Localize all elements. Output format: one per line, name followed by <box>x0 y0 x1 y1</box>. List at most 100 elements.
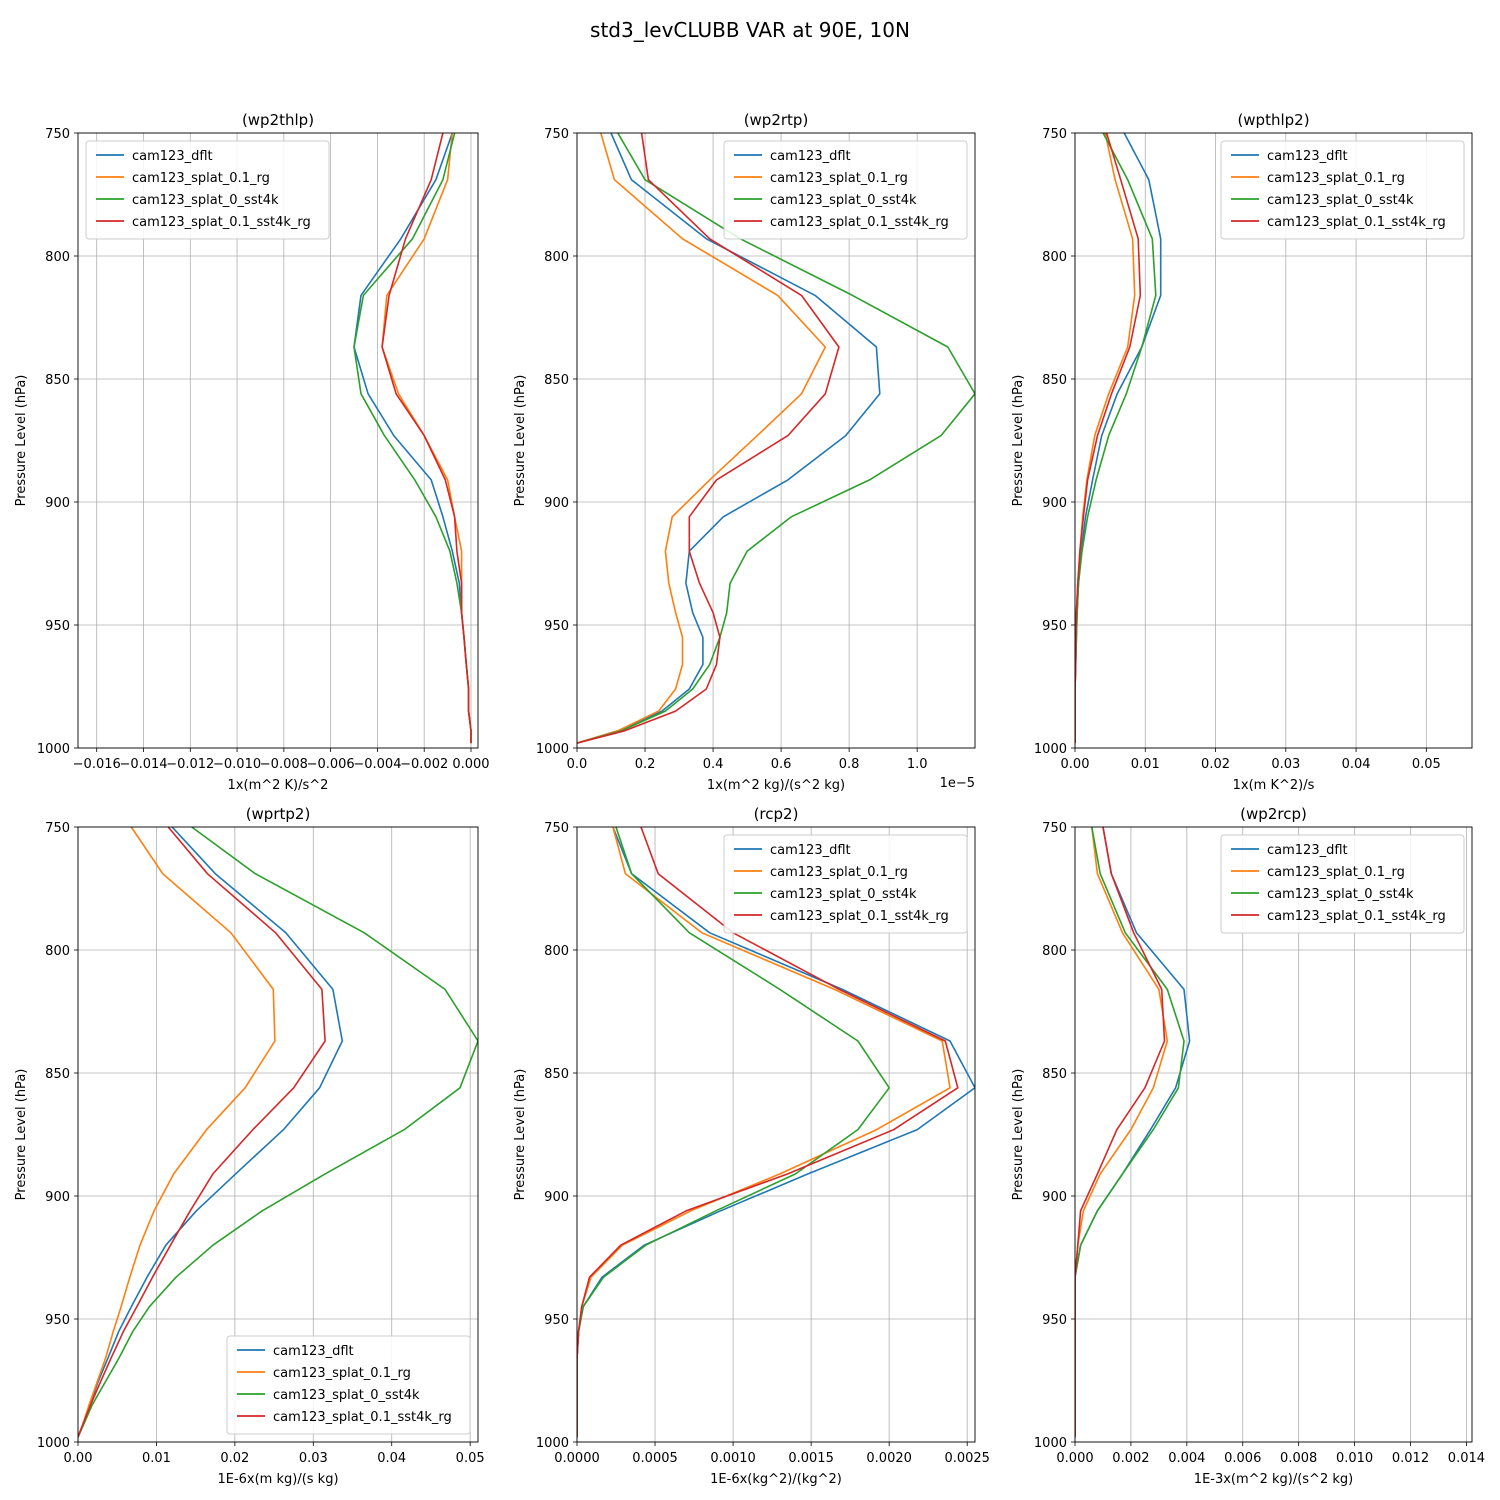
subplot-title: (wpthlp2) <box>1237 111 1309 129</box>
x-tick-label: 0.02 <box>1201 757 1230 772</box>
subplot-title: (wp2rtp) <box>744 111 809 129</box>
x-tick-label: 0.008 <box>1280 1451 1317 1466</box>
x-tick-label: 1.0 <box>907 757 928 772</box>
legend: cam123_dflt cam123_splat_0.1_rg cam123_spl… <box>723 834 968 934</box>
legend-entry: cam123_dflt <box>132 149 213 164</box>
axes-frame <box>1074 826 1473 1443</box>
legend-entry: cam123_splat_0.1_sst4k_rg <box>770 909 949 924</box>
y-tick-label: 800 <box>544 250 569 265</box>
series-line-cam123_splat_0_sst4k <box>577 827 891 1438</box>
x-tick-label: 0.0020 <box>866 1451 912 1466</box>
x-tick-label: 0.02 <box>220 1451 249 1466</box>
legend: cam123_dflt cam123_splat_0.1_rg cam123_spl… <box>723 140 968 240</box>
x-tick-label: 0.006 <box>1224 1451 1261 1466</box>
x-tick-label: −0.012 <box>166 757 214 772</box>
series-line-cam123_splat_0_sst4k <box>577 133 975 744</box>
x-tick-label: −0.010 <box>213 757 261 772</box>
legend: cam123_dflt cam123_splat_0.1_rg cam123_spl… <box>85 140 330 240</box>
legend-entry: cam123_splat_0.1_rg <box>1267 171 1405 186</box>
x-tick-label: 0.04 <box>1342 757 1371 772</box>
y-tick-label: 900 <box>1042 1190 1067 1205</box>
y-tick-label: 900 <box>45 496 70 511</box>
y-tick-label: 850 <box>1042 1067 1067 1082</box>
subplot-wp2thlp: −0.016−0.014−0.012−0.010−0.008−0.006−0.0… <box>14 111 490 793</box>
series-line-cam123_splat_0_sst4k <box>78 827 478 1438</box>
series-lines <box>353 133 472 744</box>
y-tick-label: 800 <box>1042 944 1067 959</box>
legend-entry: cam123_splat_0_sst4k <box>770 193 917 208</box>
legend-box <box>226 1335 471 1435</box>
x-axis-label: 1E-3x(m^2 kg)/(s^2 kg) <box>1194 1472 1353 1487</box>
series-line-cam123_splat_0.1_sst4k_rg <box>1075 133 1142 744</box>
x-axis-label: 1E-6x(kg^2)/(kg^2) <box>710 1472 842 1487</box>
legend-entry: cam123_splat_0.1_rg <box>770 865 908 880</box>
y-tick-label: 750 <box>45 127 70 142</box>
y-axis-label: Pressure Level (hPa) <box>513 1069 528 1201</box>
x-tick-label: −0.006 <box>307 757 355 772</box>
y-tick-label: 850 <box>45 1067 70 1082</box>
series-line-cam123_splat_0.1_sst4k_rg <box>381 133 472 744</box>
series-line-cam123_splat_0.1_rg <box>78 827 276 1438</box>
y-tick-label: 900 <box>45 1190 70 1205</box>
x-tick-label: 0.002 <box>1112 1451 1149 1466</box>
subplot-title: (wp2thlp) <box>242 111 314 129</box>
series-line-cam123_splat_0.1_rg <box>1075 827 1169 1438</box>
series-lines <box>577 827 975 1438</box>
series-line-cam123_splat_0.1_sst4k_rg <box>577 827 959 1438</box>
y-tick-label: 850 <box>45 373 70 388</box>
x-tick-label: 0.03 <box>1271 757 1300 772</box>
y-tick-label: 750 <box>544 127 569 142</box>
legend-entry: cam123_splat_0_sst4k <box>1267 193 1414 208</box>
legend-entry: cam123_splat_0_sst4k <box>770 887 917 902</box>
x-tick-label: −0.014 <box>119 757 167 772</box>
y-tick-label: 950 <box>45 1313 70 1328</box>
series-line-cam123_dflt <box>1075 133 1162 744</box>
y-tick-label: 1000 <box>536 742 569 757</box>
legend-box <box>723 140 968 240</box>
y-tick-label: 950 <box>1042 1313 1067 1328</box>
legend-entry: cam123_dflt <box>770 149 851 164</box>
x-tick-label: 0.0000 <box>554 1451 600 1466</box>
y-tick-label: 800 <box>544 944 569 959</box>
y-tick-label: 750 <box>45 821 70 836</box>
series-line-cam123_splat_0.1_rg <box>577 827 951 1438</box>
legend: cam123_dflt cam123_splat_0.1_rg cam123_spl… <box>1220 834 1465 934</box>
x-tick-label: 0.01 <box>142 1451 171 1466</box>
x-tick-label: 0.010 <box>1336 1451 1373 1466</box>
y-tick-label: 800 <box>45 250 70 265</box>
subplot-title: (rcp2) <box>754 805 799 823</box>
legend-box <box>1220 140 1465 240</box>
legend-box <box>1220 834 1465 934</box>
y-tick-label: 950 <box>45 619 70 634</box>
subplot-title: (wp2rcp) <box>1240 805 1307 823</box>
y-tick-label: 750 <box>1042 821 1067 836</box>
subplot-rcp2: 0.0000 0.0005 0.0010 0.0015 0.0020 0.0025 750 8… <box>513 805 990 1487</box>
y-tick-label: 800 <box>1042 250 1067 265</box>
axes-frame <box>1074 132 1473 749</box>
axes-frame <box>77 826 479 1443</box>
x-tick-label: 0.0015 <box>788 1451 834 1466</box>
x-tick-label: 0.012 <box>1392 1451 1429 1466</box>
x-tick-label: 0.000 <box>1056 1451 1093 1466</box>
x-tick-label: 0.0 <box>567 757 588 772</box>
y-axis-label: Pressure Level (hPa) <box>14 375 29 507</box>
legend-entry: cam123_splat_0.1_sst4k_rg <box>1267 909 1446 924</box>
series-line-cam123_splat_0.1_sst4k_rg <box>1075 827 1166 1438</box>
axes-frame <box>77 132 479 749</box>
legend-entry: cam123_splat_0.1_sst4k_rg <box>770 215 949 230</box>
legend-entry: cam123_dflt <box>1267 843 1348 858</box>
subplot-wp2rtp: 0.0 0.2 0.4 0.6 0.8 1.0 750 800 850 900 950 1000 (wp… <box>513 111 976 793</box>
legend-entry: cam123_splat_0.1_rg <box>770 171 908 186</box>
y-tick-label: 750 <box>1042 127 1067 142</box>
y-tick-label: 1000 <box>37 742 70 757</box>
x-tick-label: −0.004 <box>353 757 401 772</box>
y-tick-label: 850 <box>544 1067 569 1082</box>
subplot-title: (wprtp2) <box>246 805 311 823</box>
legend-entry: cam123_splat_0_sst4k <box>273 1388 420 1403</box>
x-tick-label: 0.0005 <box>632 1451 678 1466</box>
x-tick-label: 0.03 <box>299 1451 328 1466</box>
y-tick-label: 1000 <box>37 1436 70 1451</box>
x-tick-label: −0.002 <box>400 757 448 772</box>
series-line-cam123_splat_0.1_sst4k_rg <box>78 827 326 1438</box>
